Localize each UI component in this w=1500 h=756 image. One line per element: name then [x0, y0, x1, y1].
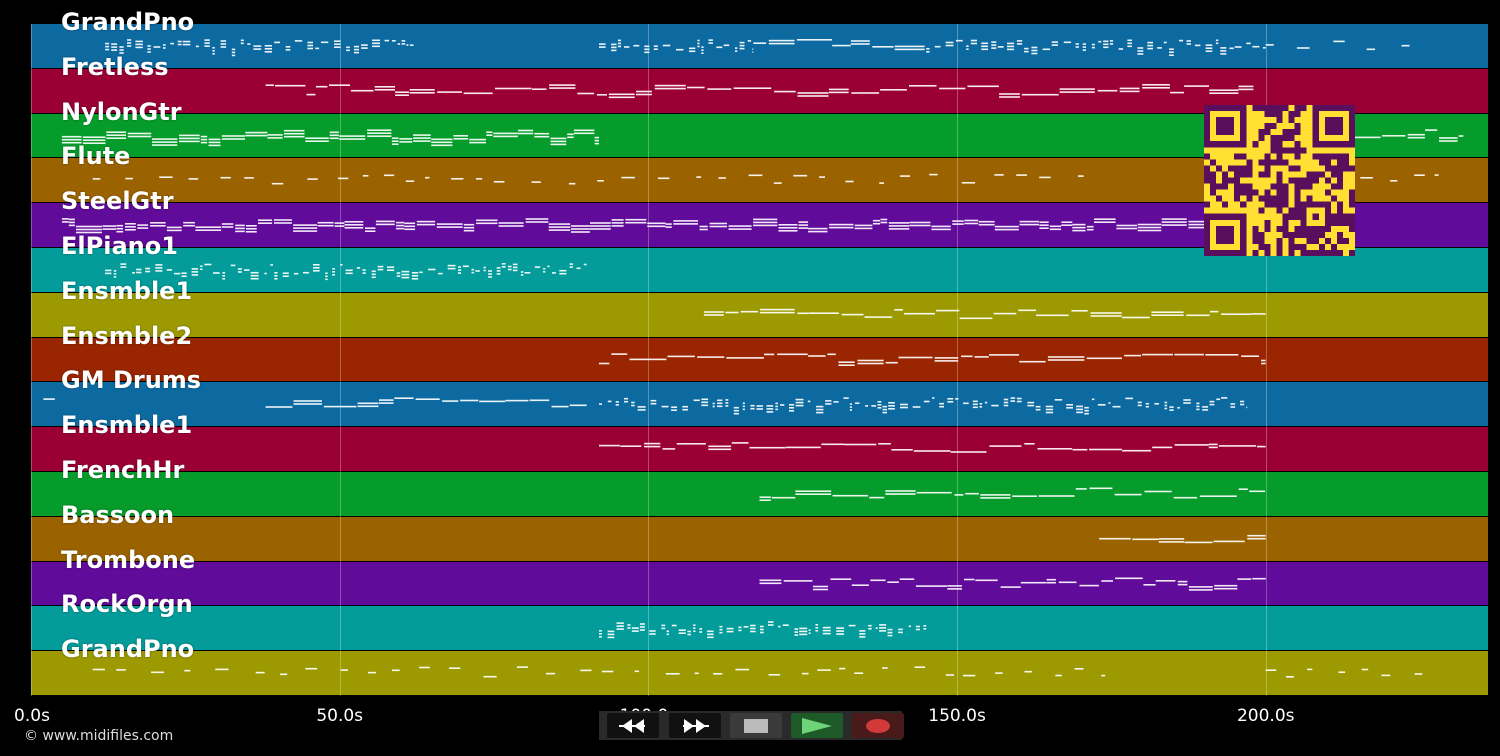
track-label: Bassoon: [61, 500, 175, 529]
track-notes: [92, 666, 1423, 678]
track-notes: [759, 487, 1266, 501]
transport-controls: [599, 711, 904, 740]
track-label: Ensmble2: [61, 321, 193, 350]
track-notes: [599, 621, 927, 639]
track-label: ElPiano1: [61, 232, 178, 260]
track-row[interactable]: Bassoon: [31, 501, 1488, 561]
play-icon: [802, 717, 832, 734]
track-row[interactable]: GrandPno: [31, 635, 1488, 695]
track-notes: [105, 263, 587, 281]
track-label: Fretless: [61, 52, 169, 81]
grid-line: [339, 24, 341, 696]
track-row[interactable]: GrandPno: [31, 8, 1488, 68]
grid-line: [31, 24, 32, 696]
track-notes: [105, 39, 1410, 57]
play-button[interactable]: [791, 713, 843, 738]
stop-icon: [744, 718, 768, 733]
grid-line: [648, 24, 650, 696]
track-background: [31, 651, 1488, 695]
track-label: Flute: [61, 142, 131, 171]
track-label: SteelGtr: [61, 187, 174, 216]
track-notes: [599, 442, 1266, 453]
track-row[interactable]: Ensmble1: [31, 411, 1488, 471]
track-notes: [599, 352, 1266, 366]
qr-code: [1204, 105, 1355, 256]
grid-line: [957, 24, 959, 696]
track-label: Ensmble1: [61, 276, 193, 305]
track-notes: [61, 128, 1464, 146]
track-background: [31, 606, 1488, 651]
track-notes: [265, 83, 1254, 98]
track-background: [31, 24, 1488, 68]
time-tick-label: 200.0s: [1236, 706, 1295, 726]
track-background: [31, 337, 1488, 382]
rewind-button[interactable]: [607, 713, 659, 738]
track-notes: [703, 308, 1266, 319]
track-notes: [61, 218, 1266, 234]
track-row[interactable]: RockOrgn: [31, 590, 1488, 651]
track-row[interactable]: Trombone: [31, 546, 1488, 606]
track-label: GM Drums: [61, 366, 202, 395]
track-row[interactable]: Ensmble1: [31, 277, 1488, 337]
track-background: [31, 427, 1488, 471]
rewind-icon: [619, 718, 645, 733]
time-tick-label: 0.0s: [14, 706, 50, 726]
record-icon: [866, 718, 890, 733]
fast-forward-icon: [683, 718, 709, 733]
track-label: NylonGtr: [61, 97, 182, 126]
track-label: Trombone: [61, 545, 196, 574]
track-row[interactable]: Ensmble2: [31, 322, 1488, 382]
time-tick-label: 50.0s: [316, 706, 364, 726]
track-label: GrandPno: [61, 635, 195, 664]
time-tick-label: 150.0s: [928, 706, 986, 726]
stop-button[interactable]: [730, 713, 782, 738]
track-background: [31, 382, 1488, 427]
track-background: [31, 472, 1488, 516]
grid-line: [1265, 24, 1267, 696]
fast-forward-button[interactable]: [669, 713, 721, 738]
track-notes: [1099, 534, 1266, 543]
track-notes: [759, 577, 1266, 591]
track-label: GrandPno: [61, 8, 195, 36]
track-notes: [43, 397, 1248, 415]
track-row[interactable]: GM Drums: [31, 366, 1488, 427]
copyright-text: © www.midifiles.com: [24, 728, 174, 744]
track-background: [31, 516, 1488, 561]
track-row[interactable]: FrenchHr: [31, 456, 1488, 516]
track-label: RockOrgn: [61, 590, 193, 619]
track-label: FrenchHr: [61, 456, 185, 484]
track-label: Ensmble1: [61, 411, 193, 440]
record-button[interactable]: [852, 713, 904, 738]
